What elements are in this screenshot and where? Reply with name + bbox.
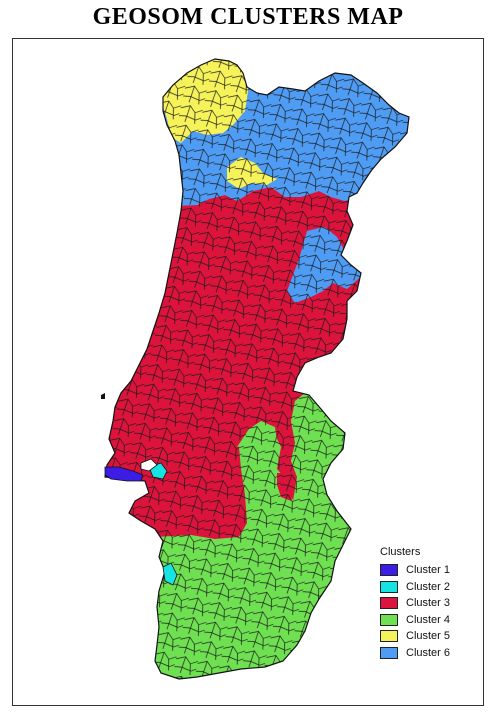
legend-label: Cluster 4: [406, 613, 451, 626]
map-legend: Clusters Cluster 1 Cluster 2 Cluster 3 C…: [380, 546, 450, 661]
legend-label: Cluster 6: [406, 646, 451, 659]
legend-item-cluster-3: Cluster 3: [380, 595, 450, 612]
legend-swatch: [380, 646, 398, 659]
legend-swatch: [380, 630, 398, 643]
portugal-map: [101, 58, 410, 680]
legend-item-cluster-5: Cluster 5: [380, 628, 450, 645]
legend-swatch: [380, 613, 398, 626]
legend-label: Cluster 3: [406, 597, 451, 610]
legend-swatch: [380, 564, 398, 577]
legend-label: Cluster 5: [406, 630, 451, 643]
legend-item-cluster-1: Cluster 1: [380, 562, 450, 579]
legend-item-cluster-6: Cluster 6: [380, 645, 450, 662]
legend-swatch: [380, 580, 398, 593]
legend-item-cluster-4: Cluster 4: [380, 612, 450, 629]
legend-label: Cluster 2: [406, 580, 451, 593]
map-title: GEOSOM CLUSTERS MAP: [92, 4, 404, 30]
legend-item-cluster-2: Cluster 2: [380, 579, 450, 596]
legend-label: Cluster 1: [406, 564, 451, 577]
legend-swatch: [380, 597, 398, 610]
map-frame: [12, 38, 484, 706]
legend-title: Clusters: [380, 546, 421, 558]
